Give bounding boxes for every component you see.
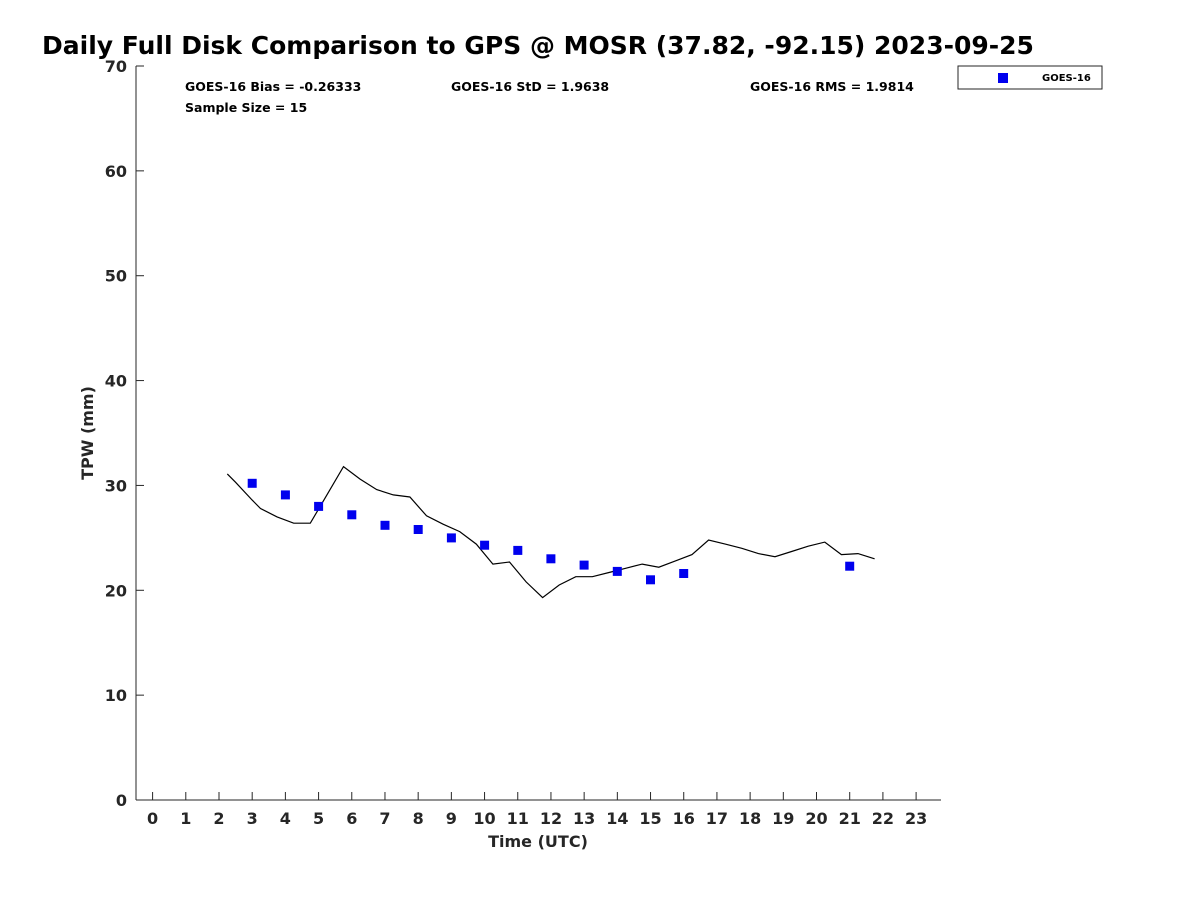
scatter-point <box>612 566 622 576</box>
x-ticks: 0 1 2 3 4 5 6 7 8 9 10 11 12 13 14 15 16 17 18 19 20 21 22 23 <box>147 792 927 828</box>
scatter-point <box>579 560 589 570</box>
rms-annotation: GOES-16 RMS = 1.9814 <box>750 79 914 94</box>
scatter-point <box>546 554 556 564</box>
legend: GOES-16 <box>957 65 1103 90</box>
scatter-point <box>347 510 357 520</box>
y-tick-label: 60 <box>105 162 127 181</box>
scatter-point <box>446 533 456 543</box>
x-tick-label: 22 <box>872 809 894 828</box>
scatter-point <box>480 540 490 550</box>
x-tick-label: 0 <box>147 809 158 828</box>
y-tick-label: 20 <box>105 581 127 600</box>
scatter-point <box>513 545 523 555</box>
x-tick-label: 15 <box>639 809 661 828</box>
x-tick-label: 14 <box>606 809 628 828</box>
scatter-point <box>280 490 290 500</box>
stats-annotations: GOES-16 Bias = -0.26333 GOES-16 StD = 1.… <box>185 79 914 115</box>
y-tick-label: 10 <box>105 686 127 705</box>
x-tick-label: 2 <box>213 809 224 828</box>
x-tick-label: 13 <box>573 809 595 828</box>
y-tick-label: 70 <box>105 57 127 76</box>
scatter-point <box>380 520 390 530</box>
legend-marker <box>998 73 1008 83</box>
x-tick-label: 8 <box>413 809 424 828</box>
scatter-point <box>646 575 655 585</box>
scatter-point <box>314 501 324 511</box>
x-tick-label: 17 <box>706 809 728 828</box>
x-tick-label: 20 <box>805 809 827 828</box>
scatter-series-goes16 <box>247 478 855 585</box>
x-axis-label: Time (UTC) <box>488 832 588 851</box>
x-tick-label: 7 <box>379 809 390 828</box>
x-tick-label: 6 <box>346 809 357 828</box>
x-tick-label: 19 <box>772 809 794 828</box>
x-tick-label: 12 <box>540 809 562 828</box>
x-tick-label: 5 <box>313 809 324 828</box>
sample-size-annotation: Sample Size = 15 <box>185 100 307 115</box>
scatter-point <box>413 525 423 534</box>
gps-tpw-line <box>226 465 875 599</box>
x-tick-label: 16 <box>673 809 695 828</box>
y-axis-label: TPW (mm) <box>78 386 97 480</box>
legend-label: GOES-16 <box>1042 73 1091 84</box>
y-tick-label: 50 <box>105 267 127 286</box>
x-tick-label: 23 <box>905 809 927 828</box>
scatter-point <box>679 569 689 578</box>
y-tick-label: 40 <box>105 372 127 391</box>
scatter-point <box>845 561 855 571</box>
x-tick-label: 1 <box>180 809 191 828</box>
y-tick-label: 0 <box>116 791 127 810</box>
x-tick-label: 21 <box>839 809 861 828</box>
x-tick-label: 9 <box>446 809 457 828</box>
chart-title: Daily Full Disk Comparison to GPS @ MOSR… <box>42 31 1034 60</box>
x-tick-label: 4 <box>280 809 291 828</box>
scatter-point <box>247 478 257 488</box>
std-annotation: GOES-16 StD = 1.9638 <box>451 79 609 94</box>
x-tick-label: 3 <box>247 809 258 828</box>
x-tick-label: 18 <box>739 809 761 828</box>
line-series <box>226 465 875 599</box>
legend-box <box>957 65 1103 90</box>
y-ticks: 0 10 20 30 40 50 60 70 <box>105 57 144 810</box>
bias-annotation: GOES-16 Bias = -0.26333 <box>185 79 361 94</box>
x-tick-label: 11 <box>507 809 529 828</box>
x-tick-label: 10 <box>473 809 495 828</box>
y-tick-label: 30 <box>105 476 127 495</box>
